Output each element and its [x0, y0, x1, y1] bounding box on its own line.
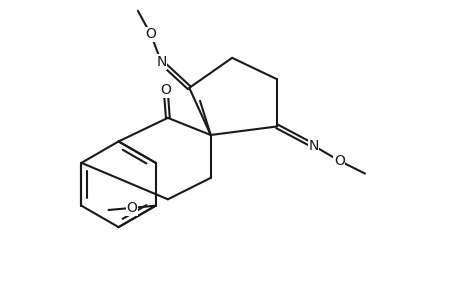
Text: N: N: [156, 55, 166, 69]
Text: N: N: [308, 139, 318, 153]
Text: O: O: [333, 154, 344, 168]
Text: O: O: [126, 201, 137, 215]
Text: O: O: [145, 27, 156, 41]
Text: O: O: [160, 83, 171, 97]
